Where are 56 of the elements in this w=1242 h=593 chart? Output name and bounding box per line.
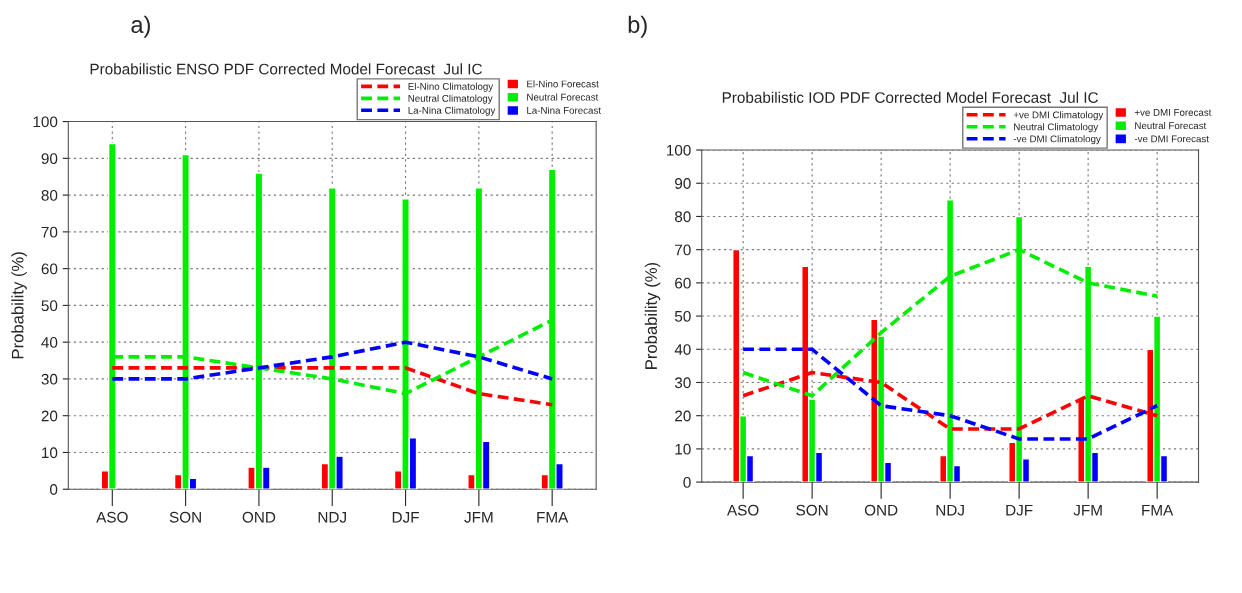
y-tick-label: 80 [41, 189, 58, 201]
y-tick-label: 0 [49, 484, 58, 495]
y-tick-label: 90 [41, 153, 58, 165]
legend-label: +ve DMI Climatology [1013, 111, 1104, 121]
x-tick-label: SON [169, 511, 201, 523]
legend-label: La-Nina Climatology [408, 106, 496, 116]
x-tick-label: ASO [727, 504, 759, 516]
legend-label: Neutral Climatology [408, 94, 493, 104]
y-tick-label: 0 [683, 476, 691, 488]
x-tick-label: NDJ [318, 512, 346, 523]
y-tick-label: 20 [675, 410, 691, 422]
y-tick-label: 30 [674, 377, 691, 389]
y-tick-label: 90 [675, 178, 691, 189]
y-tick-label: 60 [675, 277, 691, 289]
y-tick-label: 10 [42, 447, 58, 459]
legend-label: El-Nino Climatology [408, 82, 494, 92]
x-tick-label: OND [864, 504, 898, 516]
x-tick-label: NDJ [936, 504, 964, 516]
y-tick-label: 40 [674, 344, 691, 355]
line-series [741, 347, 1159, 441]
y-tick-label: 100 [33, 116, 58, 128]
line-series [110, 340, 554, 381]
text: b) [628, 15, 647, 38]
x-tick-label: JFM [464, 512, 493, 523]
y-tick-label: 50 [674, 310, 691, 322]
legend-label: Neutral Climatology [1014, 123, 1099, 133]
y-tick-label: 70 [675, 244, 691, 256]
legend-label: -ve DMI Climatology [1013, 135, 1101, 145]
legend-label: La-Nina Forecast [527, 106, 601, 114]
legend-label: El-Nino Forecast [527, 80, 599, 88]
y-tick-label: 30 [41, 373, 58, 385]
x-tick-label: FMA [537, 512, 569, 523]
y-tick-label: 20 [41, 410, 58, 422]
text: a) [131, 15, 150, 38]
y-tick-label: 100 [666, 144, 691, 156]
x-tick-label: DJF [1006, 504, 1033, 516]
legend-label: Neutral Forecast [527, 93, 599, 101]
x-tick-label: DJF [392, 512, 419, 523]
chart-title: Probabilistic ENSO PDF Corrected Model Forecast Jul IC [90, 63, 482, 75]
x-tick-label: SON [796, 504, 828, 516]
legend-label: Neutral Forecast [1135, 121, 1207, 130]
x-tick-label: OND [242, 511, 276, 523]
y-tick-label: 50 [41, 300, 58, 312]
y-tick-label: 10 [675, 443, 691, 455]
legend-label: +ve DMI Forecast [1134, 109, 1212, 116]
y-tick-label: 80 [674, 211, 691, 223]
y-axis-title: Probability (%) [644, 262, 661, 369]
legend-label: -ve DMI Forecast [1134, 135, 1209, 143]
y-tick-label: 60 [41, 263, 58, 275]
chart-title: Probabilistic IOD PDF Corrected Model Forecast Jul IC [722, 91, 1098, 103]
x-tick-label: FMA [1142, 504, 1174, 516]
y-axis-title: Probability (%) [11, 252, 27, 359]
y-tick-label: 70 [41, 226, 58, 238]
x-tick-label: ASO [96, 511, 128, 523]
y-tick-label: 40 [41, 337, 58, 348]
x-tick-label: JFM [1073, 504, 1102, 516]
